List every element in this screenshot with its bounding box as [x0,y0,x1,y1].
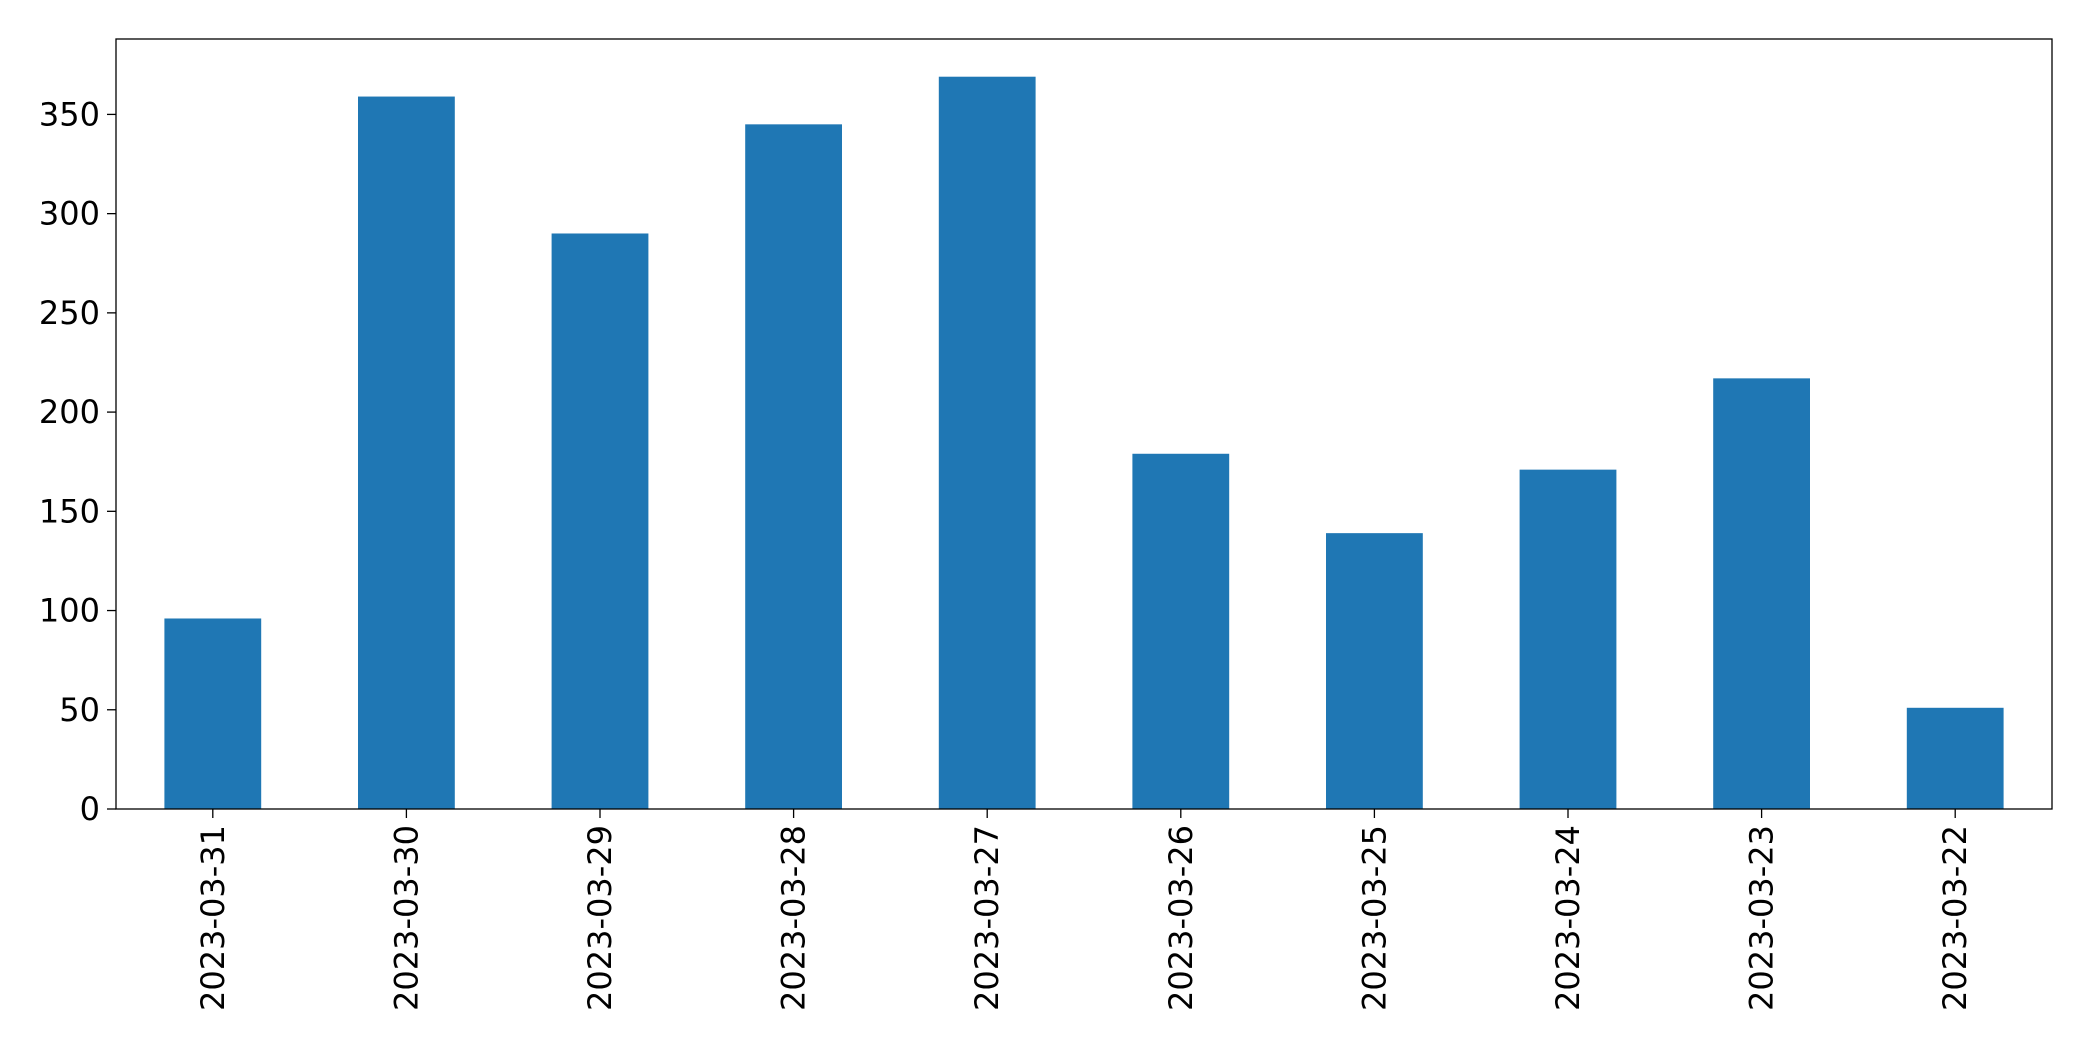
x-tick-label: 2023-03-31 [194,825,232,1011]
x-tick-label: 2023-03-29 [581,825,619,1011]
bar [1326,533,1423,809]
y-tick-label: 150 [39,492,100,530]
y-tick-label: 0 [80,790,100,828]
y-tick-label: 300 [39,195,100,233]
y-tick-label: 250 [39,294,100,332]
bar [164,618,262,809]
bar [358,96,455,810]
x-tick-label: 2023-03-23 [1743,825,1781,1011]
bar [938,76,1036,810]
y-tick-label: 100 [39,592,100,630]
plot-frame [115,38,2053,810]
bar [1132,453,1230,809]
bar [1713,378,1810,809]
x-tick-label: 2023-03-26 [1162,825,1200,1011]
bar [745,124,842,809]
x-tick-label: 2023-03-25 [1355,825,1393,1011]
bar [551,233,649,809]
x-tick-label: 2023-03-27 [968,825,1006,1011]
x-tick-label: 2023-03-24 [1549,825,1587,1011]
bar [1906,707,2004,809]
y-tick-label: 200 [39,393,100,431]
bar [1519,469,1617,809]
x-tick-label: 2023-03-30 [387,825,425,1011]
y-tick-label: 350 [39,95,100,133]
x-tick-label: 2023-03-28 [775,825,813,1011]
x-tick-label: 2023-03-22 [1936,825,1974,1011]
y-tick-label: 50 [59,691,100,729]
